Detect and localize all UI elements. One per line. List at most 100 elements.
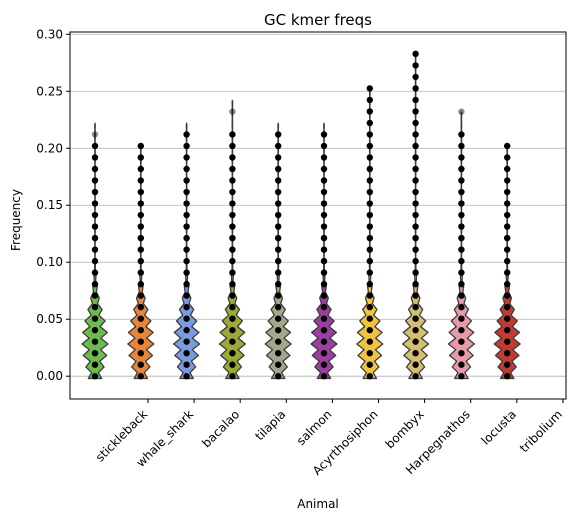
data-point <box>275 327 281 333</box>
data-point <box>229 315 235 321</box>
data-point <box>183 166 189 172</box>
data-point <box>412 51 418 57</box>
data-point <box>138 338 144 344</box>
data-point <box>412 292 418 298</box>
data-point <box>138 350 144 356</box>
data-point <box>229 200 235 206</box>
data-point <box>321 223 327 229</box>
data-point <box>367 361 373 367</box>
data-point <box>504 177 510 183</box>
data-point <box>92 304 98 310</box>
data-point <box>458 373 464 379</box>
data-point <box>92 315 98 321</box>
data-point <box>367 108 373 114</box>
data-point <box>504 315 510 321</box>
data-point <box>321 235 327 241</box>
data-point <box>138 223 144 229</box>
data-point <box>138 327 144 333</box>
points-layer <box>92 51 511 380</box>
data-point <box>504 154 510 160</box>
data-point <box>183 189 189 195</box>
data-point <box>367 246 373 252</box>
y-axis-label: Frequency <box>9 189 23 251</box>
data-point <box>183 200 189 206</box>
data-point <box>183 235 189 241</box>
data-point <box>321 143 327 149</box>
y-tick-label: 0.20 <box>36 141 63 155</box>
x-tick-label: bombyx <box>383 407 427 451</box>
data-point <box>229 258 235 264</box>
data-point <box>229 212 235 218</box>
data-point <box>367 223 373 229</box>
x-tick-label: locusta <box>478 407 518 447</box>
data-point <box>412 189 418 195</box>
data-point <box>229 350 235 356</box>
x-tick-label: salmon <box>294 407 335 448</box>
data-point <box>504 166 510 172</box>
data-point <box>275 246 281 252</box>
data-point <box>412 373 418 379</box>
data-point <box>412 338 418 344</box>
data-point <box>458 131 464 137</box>
data-point <box>412 269 418 275</box>
data-point <box>458 212 464 218</box>
data-point <box>138 200 144 206</box>
points-tribolium <box>504 143 510 380</box>
data-point <box>367 189 373 195</box>
data-point <box>92 235 98 241</box>
data-point <box>458 108 464 114</box>
data-point <box>229 166 235 172</box>
data-point <box>138 281 144 287</box>
data-point <box>504 327 510 333</box>
data-point <box>183 361 189 367</box>
y-tick-label: 0.15 <box>36 198 63 212</box>
data-point <box>458 361 464 367</box>
data-point <box>504 338 510 344</box>
data-point <box>321 338 327 344</box>
data-point <box>412 361 418 367</box>
data-point <box>458 177 464 183</box>
data-point <box>92 281 98 287</box>
data-point <box>321 361 327 367</box>
data-point <box>275 166 281 172</box>
data-point <box>504 350 510 356</box>
data-point <box>458 304 464 310</box>
data-point <box>367 235 373 241</box>
data-point <box>367 166 373 172</box>
data-point <box>183 269 189 275</box>
data-point <box>183 246 189 252</box>
data-point <box>412 223 418 229</box>
data-point <box>458 258 464 264</box>
y-tick-label: 0.05 <box>36 312 63 326</box>
data-point <box>275 131 281 137</box>
data-point <box>92 361 98 367</box>
data-point <box>275 154 281 160</box>
data-point <box>229 108 235 114</box>
data-point <box>229 269 235 275</box>
data-point <box>183 223 189 229</box>
data-point <box>275 315 281 321</box>
data-point <box>275 304 281 310</box>
data-point <box>412 350 418 356</box>
violin-layer <box>82 51 520 378</box>
data-point <box>367 212 373 218</box>
data-point <box>92 166 98 172</box>
data-point <box>458 154 464 160</box>
data-point <box>138 177 144 183</box>
data-point <box>138 189 144 195</box>
data-point <box>275 143 281 149</box>
data-point <box>504 143 510 149</box>
data-point <box>367 269 373 275</box>
data-point <box>321 154 327 160</box>
data-point <box>92 189 98 195</box>
data-point <box>183 143 189 149</box>
data-point <box>458 223 464 229</box>
data-point <box>92 200 98 206</box>
data-point <box>275 292 281 298</box>
data-point <box>367 304 373 310</box>
data-point <box>183 212 189 218</box>
data-point <box>229 281 235 287</box>
data-point <box>183 177 189 183</box>
data-point <box>412 304 418 310</box>
data-point <box>321 258 327 264</box>
